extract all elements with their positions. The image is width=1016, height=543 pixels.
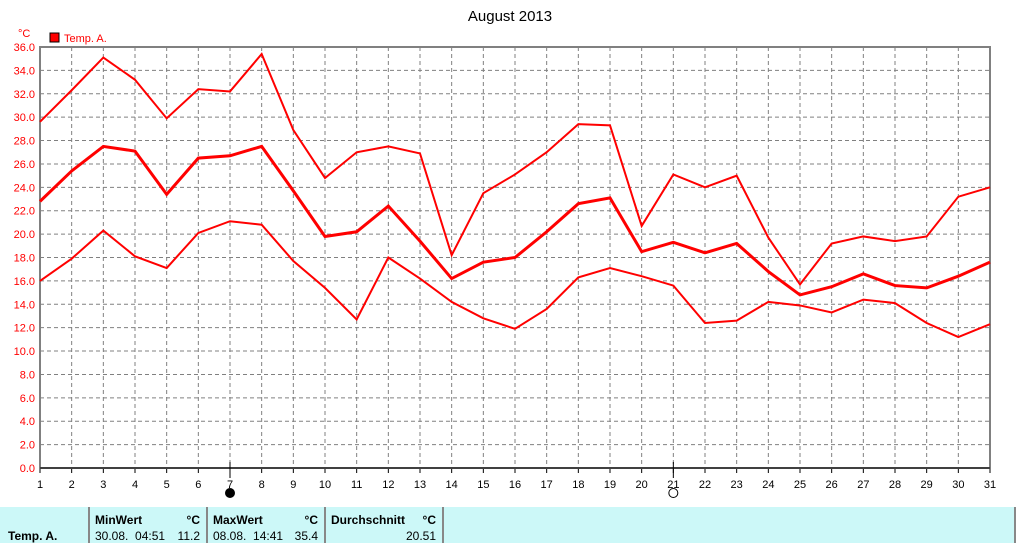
x-tick-label: 5 — [164, 479, 170, 491]
series-line-2 — [39, 220, 991, 339]
x-tick-label: 22 — [699, 479, 711, 491]
y-tick-label: 2.0 — [20, 440, 35, 452]
y-tick-label: 20.0 — [14, 229, 35, 241]
x-tick-label: 29 — [921, 479, 933, 491]
series-line-1 — [38, 144, 991, 297]
max-value: 35.4 — [294, 529, 318, 543]
x-tick-label: 26 — [826, 479, 838, 491]
avg-unit: °C — [422, 513, 436, 527]
min-value: 11.2 — [177, 529, 200, 543]
max-time: 08.08. 14:41 — [213, 529, 284, 543]
y-axis-unit: °C — [18, 28, 30, 40]
filled-circle-icon — [225, 488, 235, 498]
x-tick-label: 27 — [857, 479, 869, 491]
y-tick-label: 24.0 — [14, 182, 35, 194]
x-tick-label: 8 — [259, 479, 265, 491]
x-tick-label: 4 — [132, 479, 138, 491]
x-tick-label: 19 — [604, 479, 616, 491]
x-tick-label: 10 — [319, 479, 331, 491]
y-tick-label: 32.0 — [14, 89, 35, 101]
y-tick-label: 26.0 — [14, 159, 35, 171]
x-tick-label: 1 — [37, 479, 43, 491]
x-tick-label: 6 — [195, 479, 201, 491]
y-tick-label: 10.0 — [14, 346, 35, 358]
y-tick-label: 18.0 — [14, 253, 35, 265]
x-tick-label: 3 — [100, 479, 106, 491]
y-tick-label: 30.0 — [14, 112, 35, 124]
x-tick-label: 30 — [952, 479, 964, 491]
y-tick-label: 0.0 — [20, 463, 35, 475]
y-tick-label: 16.0 — [14, 276, 35, 288]
chart-title: August 2013 — [468, 8, 552, 25]
x-tick-label: 24 — [762, 479, 774, 491]
x-tick-label: 23 — [731, 479, 743, 491]
x-tick-label: 9 — [290, 479, 296, 491]
open-circle-icon — [668, 488, 679, 498]
x-tick-label: 18 — [572, 479, 584, 491]
x-tick-label: 7 — [227, 479, 233, 491]
max-header: MaxWert — [213, 513, 263, 527]
x-tick-label: 16 — [509, 479, 521, 491]
x-tick-label: 31 — [984, 479, 996, 491]
x-tick-label: 13 — [414, 479, 426, 491]
x-tick-label: 2 — [69, 479, 75, 491]
y-tick-label: 22.0 — [14, 206, 35, 218]
x-tick-label: 15 — [477, 479, 489, 491]
avg-value: 20.51 — [405, 529, 436, 543]
temperature-chart: August 2013 °C Temp. A. 1 2 3 4 5 6 7 8 9 10 11 12 1… — [14, 8, 996, 498]
y-tick-label: 14.0 — [14, 299, 35, 311]
y-tick-label: 36.0 — [14, 42, 35, 54]
legend-swatch — [49, 32, 60, 43]
legend-label: Temp. A. — [64, 33, 107, 45]
x-tick-label: 28 — [889, 479, 901, 491]
min-header: MinWert — [95, 513, 143, 527]
y-tick-label: 34.0 — [14, 65, 35, 77]
x-tick-label: 25 — [794, 479, 806, 491]
avg-header: Durchschnitt — [331, 513, 406, 527]
row-label: Temp. A. — [8, 529, 58, 543]
x-tick-label: 17 — [541, 479, 553, 491]
min-time: 30.08. 04:51 — [95, 529, 166, 543]
x-tick-label: 21 — [667, 479, 679, 491]
y-tick-label: 8.0 — [20, 369, 35, 381]
max-unit: °C — [304, 513, 318, 527]
x-tick-label: 14 — [446, 479, 458, 491]
y-tick-label: 4.0 — [20, 416, 35, 428]
y-tick-label: 12.0 — [14, 323, 35, 335]
y-tick-label: 28.0 — [14, 136, 35, 148]
statistics-table: Temp. A. MinWert °C 30.08. 04:51 11.2 Ma… — [0, 507, 1016, 543]
x-tick-label: 11 — [351, 479, 362, 491]
min-unit: °C — [186, 513, 200, 527]
series-line-0 — [39, 52, 991, 287]
x-tick-label: 12 — [382, 479, 394, 491]
x-tick-label: 20 — [636, 479, 648, 491]
y-tick-label: 6.0 — [20, 393, 35, 405]
